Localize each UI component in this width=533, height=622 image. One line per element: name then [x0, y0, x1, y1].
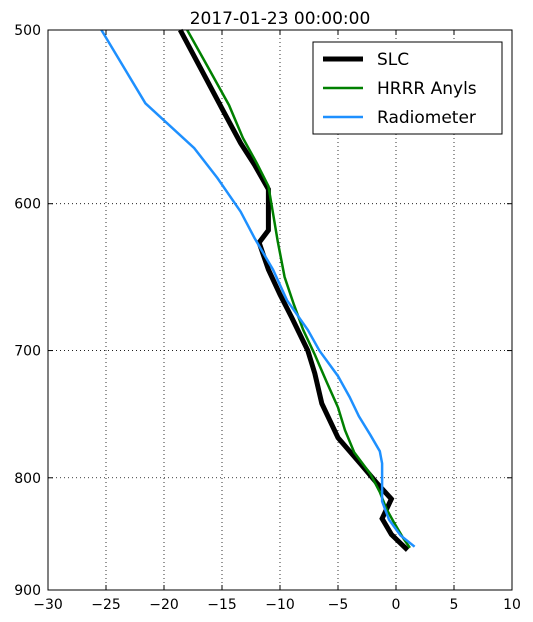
y-tick-label: 900 — [14, 583, 41, 599]
legend-label-hrrr-anyls: HRRR Anyls — [377, 79, 477, 99]
y-tick-label: 600 — [14, 197, 41, 213]
x-tick-label: 0 — [392, 597, 401, 613]
x-tick-label: −30 — [33, 597, 63, 613]
grid-layer — [48, 30, 512, 590]
y-tick-label: 500 — [14, 23, 41, 39]
x-tick-label: 10 — [503, 597, 521, 613]
series-layer — [100, 28, 416, 552]
x-tick-label: −25 — [91, 597, 121, 613]
x-tick-label: −5 — [328, 597, 349, 613]
chart-title: 2017-01-23 00:00:00 — [190, 9, 371, 29]
x-tick-label: −20 — [149, 597, 179, 613]
legend-label-slc: SLC — [377, 50, 409, 70]
tick-layer: −30 −25 −20 −15 −10 −5 0 5 10 500 600 700 800 900 — [14, 23, 521, 613]
y-tick-label: 800 — [14, 471, 41, 487]
legend: SLC HRRR Anyls Radiometer — [312, 41, 503, 135]
y-tick-label: 700 — [14, 344, 41, 360]
x-tick-label: −10 — [265, 597, 295, 613]
x-tick-label: −15 — [207, 597, 237, 613]
x-tick-label: 5 — [450, 597, 459, 613]
legend-label-radiometer: Radiometer — [377, 108, 476, 128]
series-line-radiometer — [100, 29, 416, 548]
